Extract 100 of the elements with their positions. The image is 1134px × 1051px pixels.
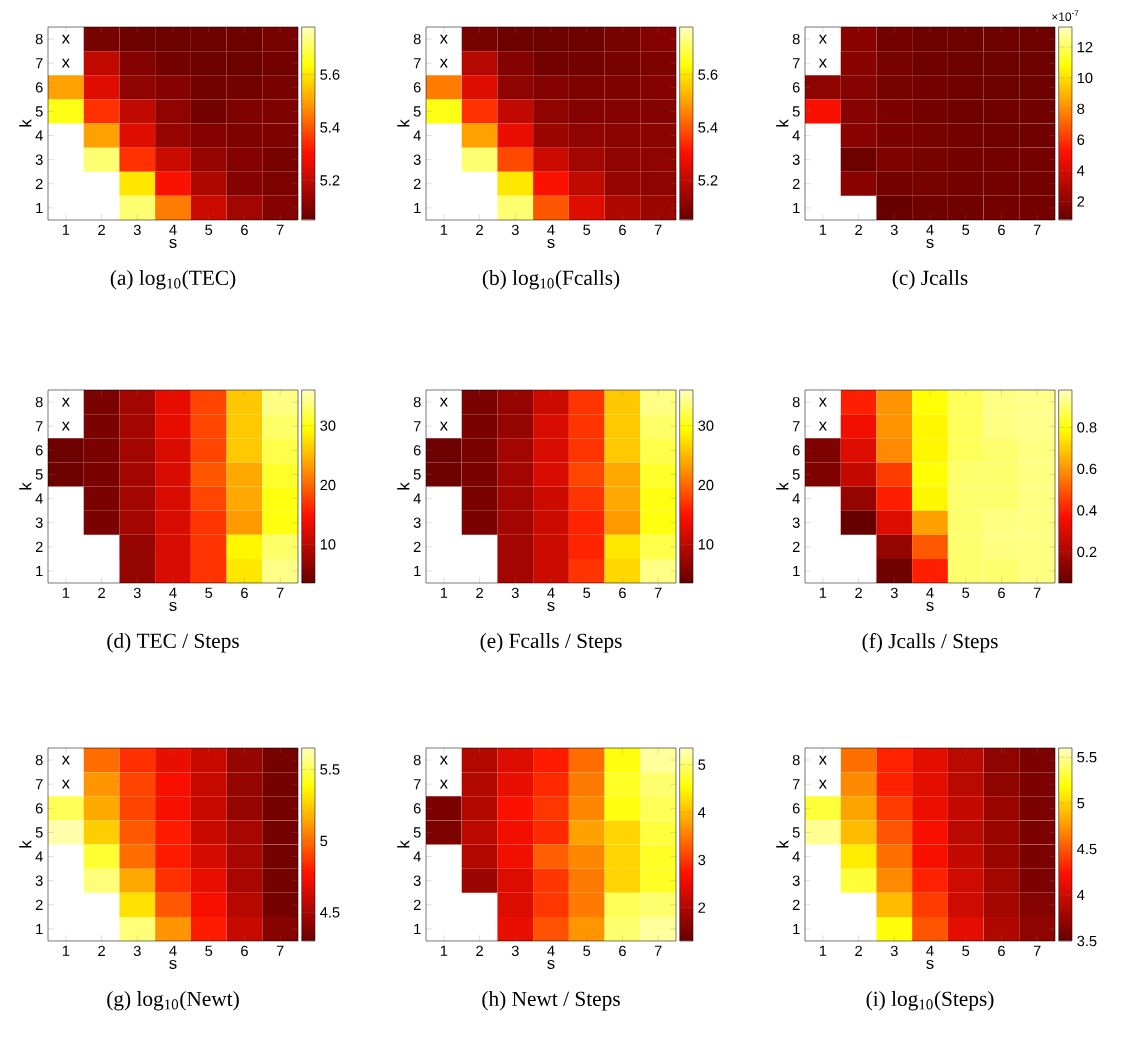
x-tick-label: 5 bbox=[583, 945, 591, 956]
x-tick-label: 6 bbox=[241, 587, 248, 599]
y-tick-label: 3 bbox=[35, 517, 43, 528]
y-tick-label: 3 bbox=[35, 154, 43, 165]
text: x bbox=[818, 397, 827, 407]
x-tick-label: 7 bbox=[654, 587, 662, 598]
color-bar-label: 10 bbox=[698, 539, 714, 550]
y-tick-label: 8 bbox=[792, 754, 800, 766]
y-axis-title: k bbox=[19, 119, 32, 127]
text: (i) log$_{10}$(Steps) bbox=[866, 991, 994, 1011]
y-tick-label: 8 bbox=[35, 33, 43, 45]
y-tick-label: 3 bbox=[413, 154, 421, 165]
color-bar-label: 12 bbox=[1077, 41, 1093, 53]
text: x bbox=[61, 421, 70, 431]
text: x bbox=[439, 58, 448, 68]
x-tick-label: 4 bbox=[169, 945, 177, 956]
y-tick-label: 8 bbox=[413, 396, 421, 408]
y-tick-label: 4 bbox=[413, 851, 421, 862]
color-bar-label: 4 bbox=[1077, 890, 1085, 901]
x-tick-label: 2 bbox=[98, 945, 105, 956]
y-tick-label: 5 bbox=[35, 106, 43, 117]
y-tick-label: 7 bbox=[792, 779, 800, 790]
y-tick-label: 1 bbox=[414, 923, 421, 934]
y-tick-label: 7 bbox=[792, 58, 800, 69]
x-tick-label: 3 bbox=[890, 945, 898, 957]
text: (g) log$_{10}$(Newt) bbox=[107, 991, 239, 1011]
y-tick-label: 5 bbox=[413, 827, 421, 838]
y-tick-label: 5 bbox=[413, 106, 421, 117]
y-tick-label: 4 bbox=[35, 851, 43, 862]
y-tick-label: 8 bbox=[35, 396, 43, 408]
x-tick-label: 1 bbox=[819, 587, 827, 598]
color-bar-label: 5.5 bbox=[320, 764, 340, 775]
color-bar-label: 5.6 bbox=[698, 69, 718, 80]
text: (d) TEC / Steps bbox=[107, 633, 239, 653]
y-tick-label: 6 bbox=[792, 803, 800, 814]
text: ×10$^{-7}$ bbox=[1052, 10, 1079, 21]
x-tick-label: 1 bbox=[819, 224, 827, 235]
x-tick-label: 6 bbox=[241, 224, 248, 236]
x-tick-label: 4 bbox=[169, 224, 177, 235]
x-axis-title: s bbox=[547, 238, 555, 249]
x-tick-label: 6 bbox=[998, 224, 1005, 236]
y-tick-label: 6 bbox=[35, 82, 43, 93]
y-tick-label: 5 bbox=[35, 827, 43, 838]
x-tick-label: 2 bbox=[476, 945, 483, 956]
y-axis-title: k bbox=[397, 119, 410, 127]
x-tick-label: 7 bbox=[654, 945, 662, 956]
y-tick-label: 1 bbox=[793, 202, 800, 213]
x-tick-label: 7 bbox=[276, 587, 284, 598]
y-tick-label: 2 bbox=[413, 178, 421, 189]
x-tick-label: 7 bbox=[1033, 945, 1041, 956]
text: (f) Jcalls / Steps bbox=[862, 633, 998, 653]
y-tick-label: 5 bbox=[792, 827, 800, 838]
color-bar-label: 5.5 bbox=[1077, 752, 1097, 763]
x-tick-label: 6 bbox=[998, 587, 1005, 599]
x-tick-label: 7 bbox=[1033, 587, 1041, 598]
color-bar-label: 10 bbox=[320, 539, 336, 550]
color-bar-label: 5.2 bbox=[320, 175, 340, 186]
y-tick-label: 7 bbox=[35, 421, 43, 432]
color-bar-label: 0.8 bbox=[1077, 422, 1097, 433]
color-bar-label: 20 bbox=[320, 479, 336, 491]
x-tick-label: 7 bbox=[276, 224, 284, 235]
text: (c) Jcalls bbox=[892, 270, 968, 290]
x-tick-label: 6 bbox=[619, 945, 626, 957]
x-tick-label: 4 bbox=[926, 945, 934, 956]
x-axis-title: s bbox=[169, 601, 177, 612]
y-tick-label: 4 bbox=[413, 130, 421, 141]
x-tick-label: 3 bbox=[511, 587, 519, 599]
color-bar-label: 4.5 bbox=[1077, 844, 1097, 855]
text: x bbox=[61, 779, 70, 789]
y-axis-title: k bbox=[776, 119, 789, 127]
y-tick-label: 7 bbox=[413, 779, 421, 790]
x-axis-title: s bbox=[169, 959, 177, 970]
x-tick-label: 3 bbox=[133, 945, 141, 957]
y-tick-label: 3 bbox=[413, 875, 421, 886]
x-tick-label: 4 bbox=[926, 224, 934, 235]
y-tick-label: 2 bbox=[413, 899, 421, 910]
x-tick-label: 1 bbox=[440, 587, 448, 598]
y-tick-label: 6 bbox=[35, 803, 43, 814]
x-tick-label: 3 bbox=[133, 224, 141, 236]
text: x bbox=[439, 397, 448, 407]
text: x bbox=[818, 34, 827, 44]
color-bar-label: 30 bbox=[698, 420, 714, 431]
y-tick-label: 3 bbox=[413, 517, 421, 528]
color-bar-label: 5.6 bbox=[320, 69, 340, 80]
x-tick-label: 4 bbox=[547, 945, 555, 956]
y-tick-label: 3 bbox=[792, 517, 800, 528]
color-bar-label: 10 bbox=[1077, 72, 1093, 84]
y-axis-title: k bbox=[776, 482, 789, 490]
x-tick-label: 2 bbox=[855, 224, 862, 235]
color-bar-label: 3.5 bbox=[1077, 935, 1097, 947]
y-tick-label: 1 bbox=[793, 565, 800, 576]
color-bar-label: 4.5 bbox=[320, 907, 340, 918]
x-tick-label: 6 bbox=[619, 587, 626, 599]
y-axis-title: k bbox=[397, 482, 410, 490]
y-tick-label: 6 bbox=[413, 82, 421, 93]
y-axis-title: k bbox=[19, 840, 32, 848]
x-tick-label: 5 bbox=[583, 587, 591, 598]
text: (a) log$_{10}$(TEC) bbox=[110, 270, 236, 290]
y-tick-label: 7 bbox=[413, 421, 421, 432]
y-axis-title: k bbox=[397, 840, 410, 848]
